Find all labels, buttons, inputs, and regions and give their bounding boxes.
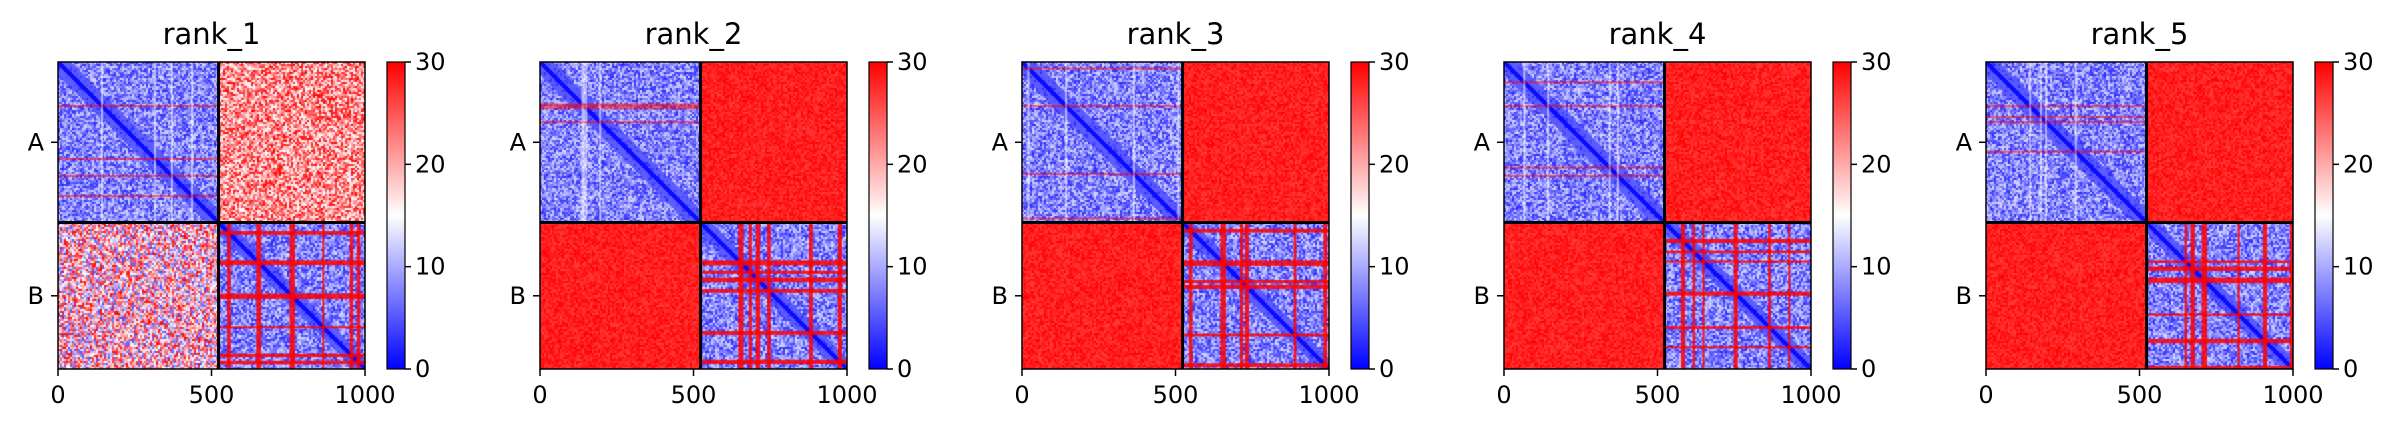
x-tick-label: 0 (50, 381, 65, 409)
x-tick-label: 1000 (1298, 381, 1359, 409)
x-tick-label: 0 (532, 381, 547, 409)
y-chain-label: B (992, 282, 1008, 310)
heatmap-panel: rank_1 0 500 1000 A B 0 10 20 30 (28, 17, 446, 409)
y-chain-label: A (28, 128, 45, 156)
x-tick-label: 500 (1635, 381, 1681, 409)
panel-title: rank_2 (645, 17, 743, 51)
x-tick-label: 1000 (334, 381, 395, 409)
y-chain-label: A (1956, 128, 1973, 156)
heatmap-panel: rank_5 0 500 1000 A B 0 10 20 30 (1956, 17, 2374, 409)
colorbar-tick-label: 10 (415, 253, 446, 281)
colorbar-gradient (1351, 62, 1369, 369)
x-tick-label: 1000 (2262, 381, 2323, 409)
x-tick-label: 500 (1153, 381, 1199, 409)
colorbar-tick-label: 20 (1861, 150, 1892, 178)
x-tick-label: 0 (1978, 381, 1993, 409)
x-tick-label: 1000 (816, 381, 877, 409)
colorbar-gradient (869, 62, 887, 369)
colorbar-frame (1350, 61, 1370, 370)
colorbar-tick-label: 20 (415, 150, 446, 178)
colorbar-tick-label: 30 (1379, 48, 1410, 76)
colorbar-tick-label: 10 (897, 253, 928, 281)
colorbar-tick-label: 0 (2343, 355, 2358, 383)
y-chain-label: A (992, 128, 1009, 156)
y-chain-label: B (1474, 282, 1490, 310)
colorbar-tick-label: 30 (415, 48, 446, 76)
colorbar-tick-label: 10 (2343, 253, 2374, 281)
x-tick-label: 1000 (1780, 381, 1841, 409)
x-tick-label: 0 (1014, 381, 1029, 409)
colorbar-tick-label: 20 (2343, 150, 2374, 178)
x-tick-label: 0 (1496, 381, 1511, 409)
heatmap-image (58, 62, 365, 369)
heatmap-image (1986, 62, 2293, 369)
panel-title: rank_4 (1609, 17, 1707, 51)
colorbar-tick-label: 0 (415, 355, 430, 383)
colorbar-tick-label: 20 (1379, 150, 1410, 178)
x-tick-label: 500 (189, 381, 235, 409)
colorbar-tick-label: 10 (1861, 253, 1892, 281)
y-chain-label: B (510, 282, 526, 310)
y-chain-label: A (510, 128, 527, 156)
heatmap-image (540, 62, 847, 369)
y-chain-label: A (1474, 128, 1491, 156)
colorbar-gradient (1833, 62, 1851, 369)
colorbar-tick-label: 10 (1379, 253, 1410, 281)
colorbar-tick-label: 0 (1861, 355, 1876, 383)
x-tick-label: 500 (2117, 381, 2163, 409)
colorbar-frame (2314, 61, 2334, 370)
colorbar-tick-label: 20 (897, 150, 928, 178)
colorbar-frame (868, 61, 888, 370)
panel-title: rank_5 (2091, 17, 2189, 51)
colorbar-gradient (387, 62, 405, 369)
colorbar-frame (386, 61, 406, 370)
y-chain-label: B (1956, 282, 1972, 310)
panel-title: rank_1 (163, 17, 261, 51)
heatmap-panel: rank_3 0 500 1000 A B 0 10 20 30 (992, 17, 1410, 409)
colorbar-tick-label: 0 (897, 355, 912, 383)
heatmap-panel: rank_2 0 500 1000 A B 0 10 20 30 (510, 17, 928, 409)
colorbar-tick-label: 30 (897, 48, 928, 76)
colorbar-gradient (2315, 62, 2333, 369)
y-chain-label: B (28, 282, 44, 310)
heatmap-panel: rank_4 0 500 1000 A B 0 10 20 30 (1474, 17, 1892, 409)
x-tick-label: 500 (671, 381, 717, 409)
colorbar-tick-label: 30 (1861, 48, 1892, 76)
panel-title: rank_3 (1127, 17, 1225, 51)
heatmap-image (1022, 62, 1329, 369)
heatmap-image (1504, 62, 1811, 369)
colorbar-tick-label: 30 (2343, 48, 2374, 76)
colorbar-tick-label: 0 (1379, 355, 1394, 383)
colorbar-frame (1832, 61, 1852, 370)
